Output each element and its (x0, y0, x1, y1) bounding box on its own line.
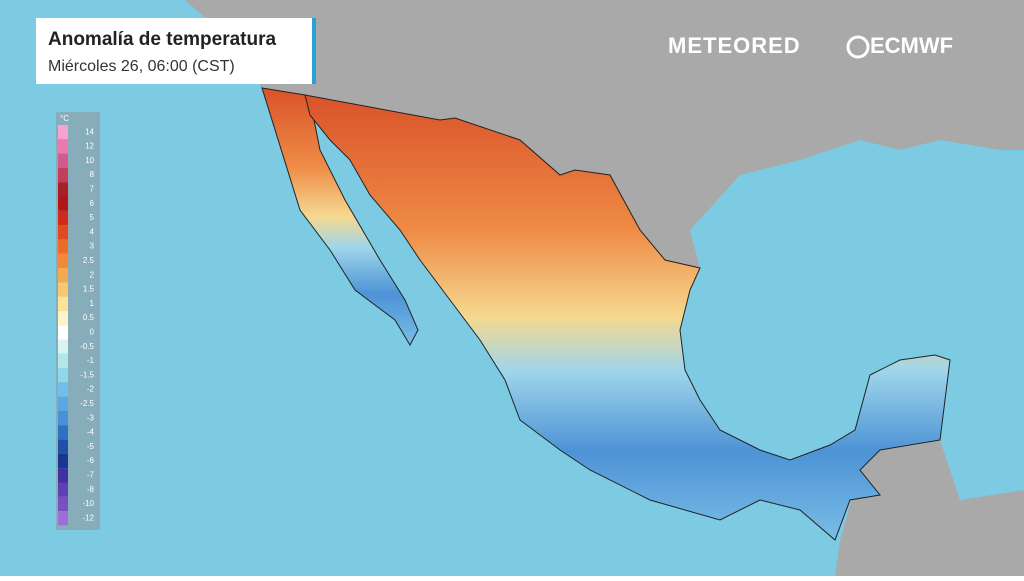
logo-ecmwf: ECMWF (870, 33, 953, 58)
legend-swatch (58, 511, 68, 526)
legend-label: -6 (87, 456, 95, 465)
legend-swatch (58, 182, 68, 197)
legend-swatch (58, 125, 68, 140)
legend-swatch (58, 496, 68, 512)
legend-swatch (58, 411, 68, 426)
legend-label: 4 (90, 227, 95, 236)
legend-label: -1.5 (80, 370, 94, 379)
legend-label: 6 (90, 199, 95, 208)
legend-swatch (58, 282, 68, 297)
legend-label: -4 (87, 428, 95, 437)
logo-meteored: METEORED (668, 33, 801, 58)
legend-swatch (58, 239, 68, 254)
central-america-land (835, 440, 1024, 576)
legend-unit: °C (60, 114, 69, 123)
legend-label: 0 (90, 327, 95, 336)
legend-swatch (58, 153, 68, 168)
legend-label: 8 (90, 170, 95, 179)
legend-swatch (58, 253, 68, 268)
legend-label: -1 (87, 356, 95, 365)
legend-label: -12 (82, 513, 94, 522)
legend-label: -8 (87, 485, 95, 494)
legend-swatch (58, 310, 68, 326)
usa-land (185, 0, 1024, 268)
title-box (36, 18, 316, 84)
legend-label: 10 (85, 156, 94, 165)
legend-swatch (58, 368, 68, 383)
legend-label: -3 (87, 413, 95, 422)
legend-label: -2.5 (80, 399, 94, 408)
legend-label: -2 (87, 385, 95, 394)
legend-label: 7 (90, 184, 95, 193)
legend-swatch (58, 210, 68, 226)
legend-label: -5 (87, 442, 95, 451)
legend-label: 3 (90, 242, 95, 251)
legend-swatch (58, 425, 68, 440)
legend-swatch (58, 382, 68, 397)
legend-swatch (58, 196, 68, 211)
legend-swatch (58, 468, 68, 483)
legend-swatch (58, 139, 68, 154)
legend-label: 0.5 (83, 313, 95, 322)
legend-swatch (58, 167, 68, 183)
legend-swatch (58, 339, 68, 354)
legend-swatch (58, 453, 68, 469)
legend-swatch (58, 396, 68, 411)
logo-icon (846, 35, 870, 59)
legend-label: 1.5 (83, 285, 95, 294)
legend-label: 2 (90, 270, 95, 279)
legend-swatch (58, 353, 68, 369)
title-accent (312, 18, 316, 84)
legend-swatch (58, 325, 68, 340)
legend-label: 1 (90, 299, 95, 308)
legend-label: 2.5 (83, 256, 95, 265)
legend-label: 12 (85, 142, 94, 151)
subtitle: Miércoles 26, 06:00 (CST) (48, 58, 235, 75)
legend-label: 5 (90, 213, 95, 222)
legend-swatch (58, 225, 68, 240)
legend-swatch (58, 296, 68, 311)
legend-swatch (58, 268, 68, 283)
legend-label: -7 (87, 470, 95, 479)
legend-label: -10 (82, 499, 94, 508)
legend-label: -0.5 (80, 342, 94, 351)
legend-label: 14 (85, 127, 94, 136)
title: Anomalía de temperatura (48, 29, 276, 50)
mexico-mainland (304, 94, 951, 541)
legend-swatch (58, 482, 68, 497)
legend-swatch (58, 439, 68, 454)
